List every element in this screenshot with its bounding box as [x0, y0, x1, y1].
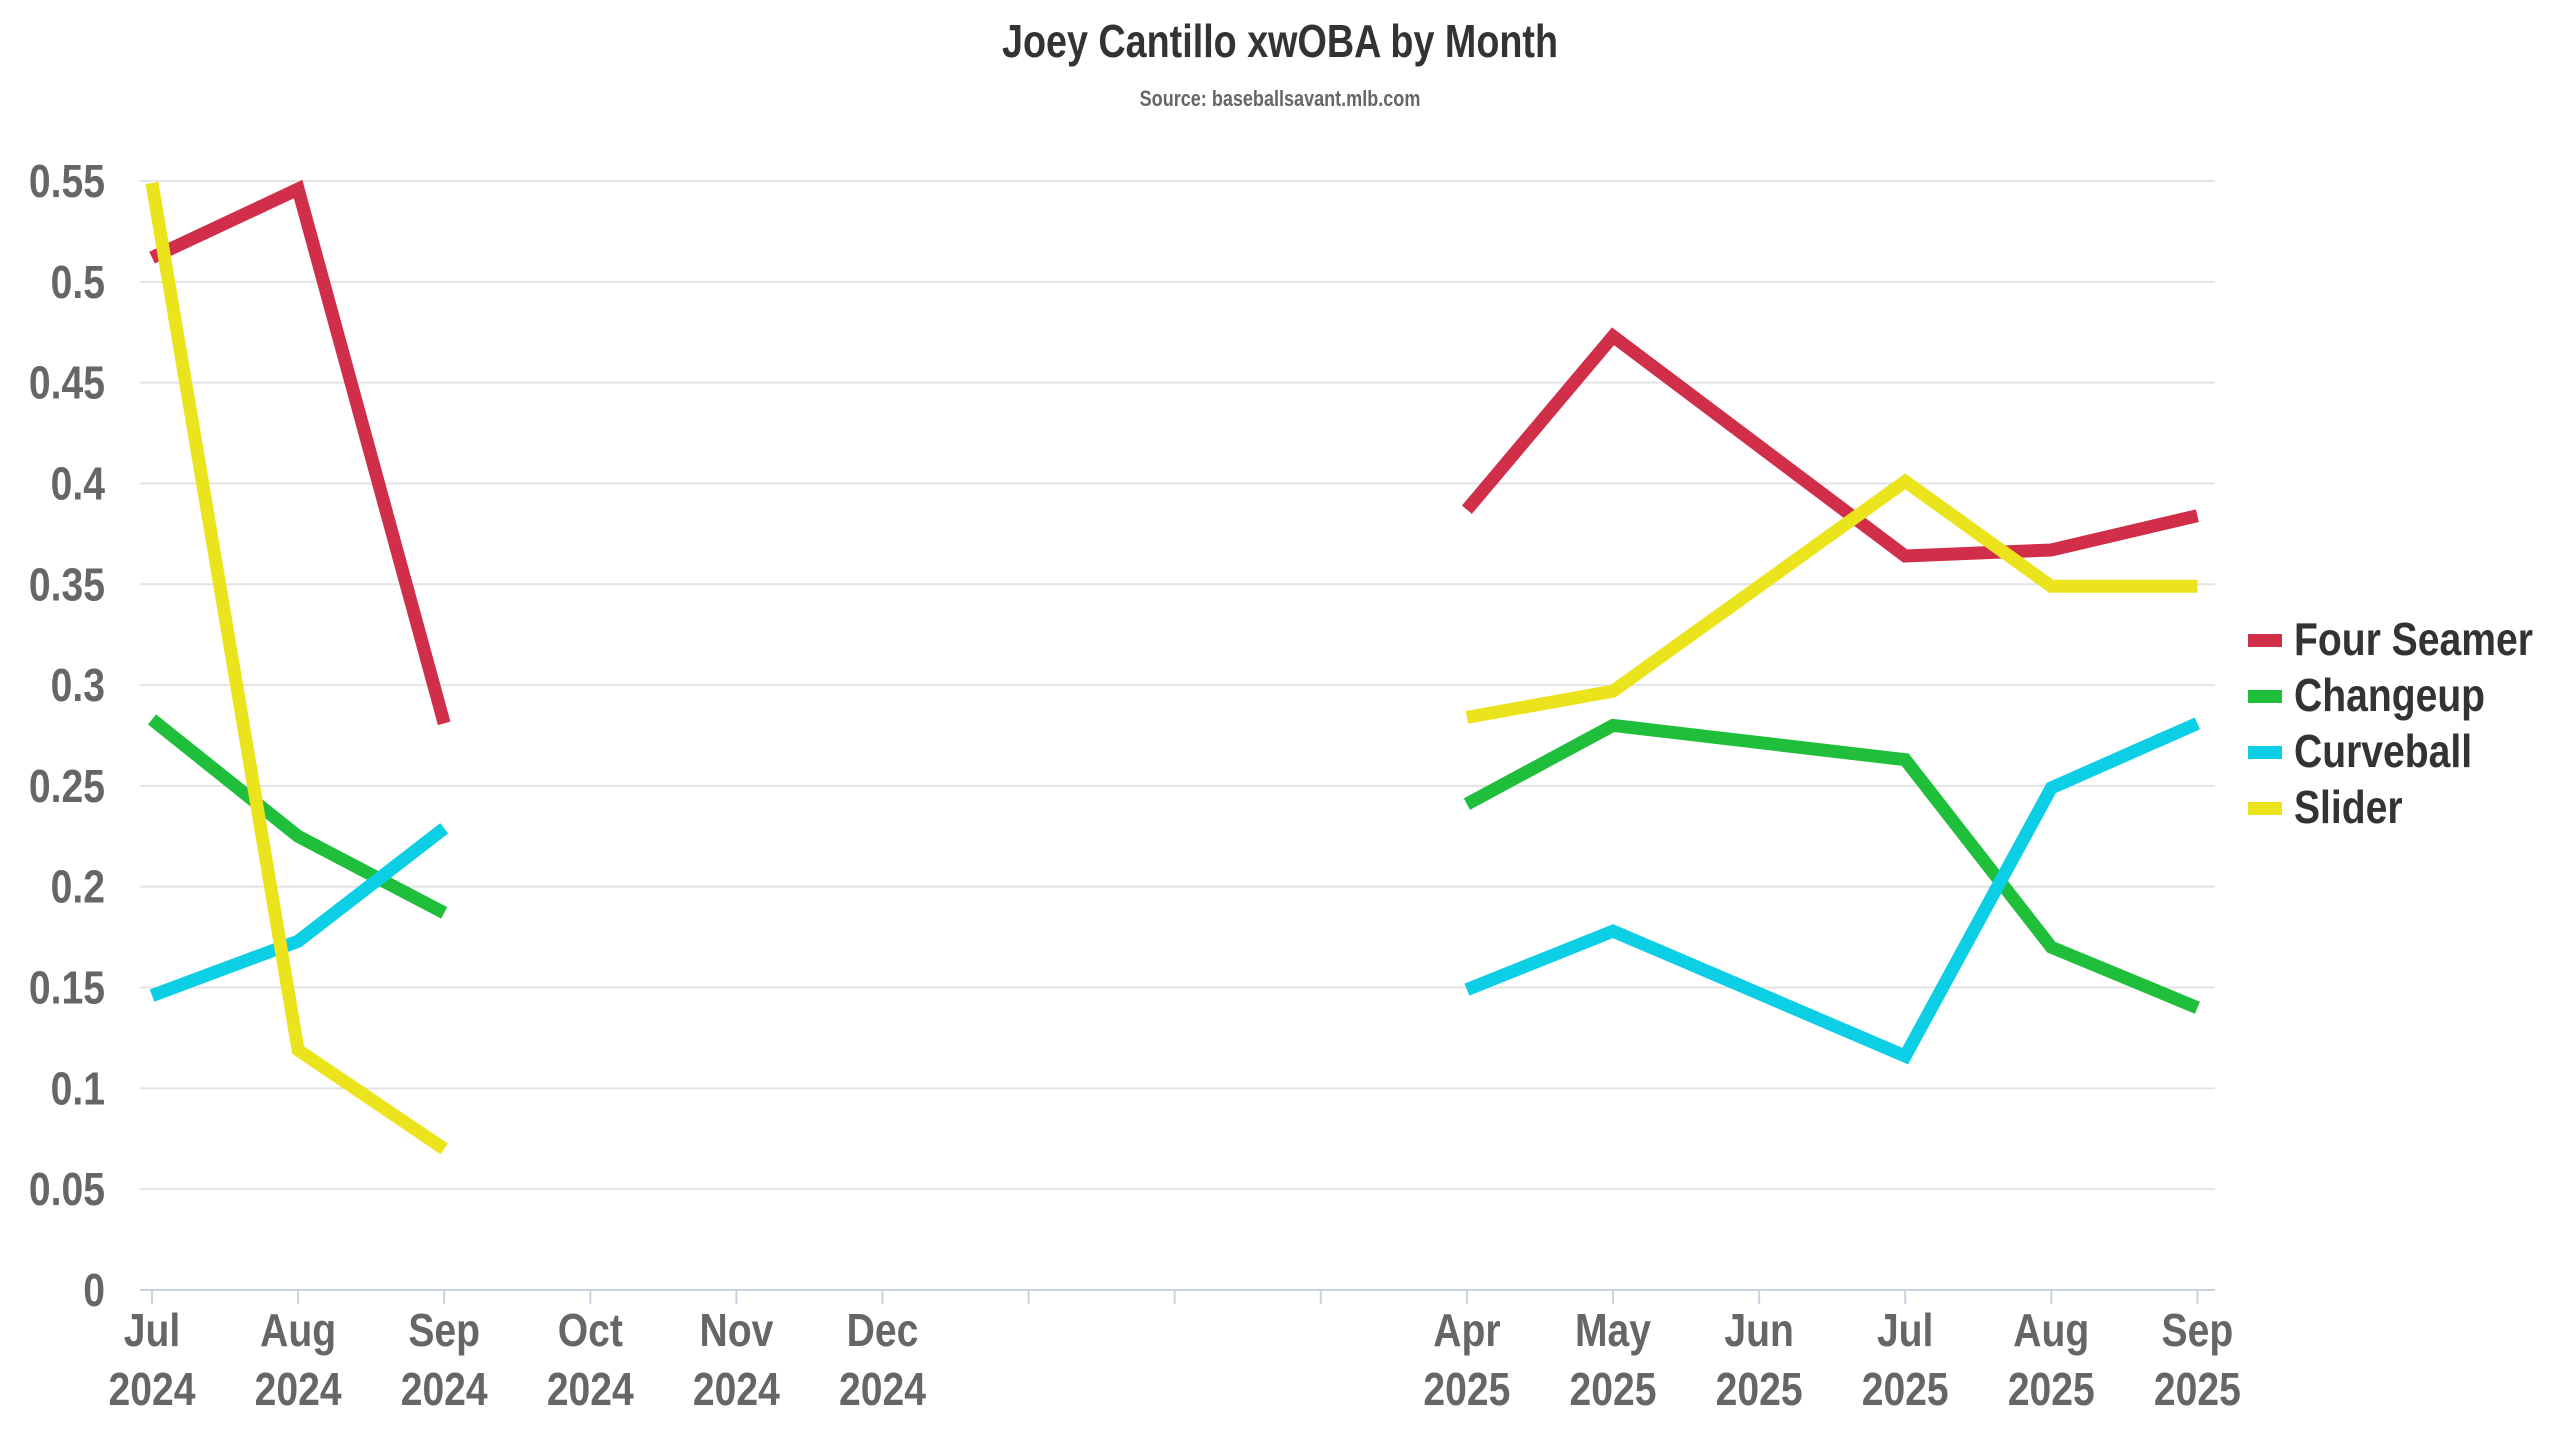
- y-tick-label: 0.5: [51, 257, 105, 309]
- y-tick-label: 0.4: [51, 459, 106, 511]
- legend-swatch-curveball: [2248, 746, 2282, 759]
- y-tick-label: 0.25: [29, 761, 105, 813]
- x-tick-label-year: 2025: [1570, 1364, 1657, 1416]
- x-tick-label-month: Dec: [847, 1305, 919, 1357]
- x-tick-label-year: 2024: [839, 1364, 926, 1416]
- legend-label-changeup: Changeup: [2294, 670, 2485, 722]
- x-tick-label-year: 2024: [109, 1364, 196, 1416]
- x-tick-label-month: Aug: [2013, 1305, 2089, 1357]
- legend-swatch-four-seamer: [2248, 634, 2282, 647]
- series-line-curveball: [1464, 717, 2201, 1065]
- y-tick-label: 0.1: [51, 1063, 105, 1115]
- y-tick-label: 0.05: [29, 1164, 105, 1216]
- x-tick-label-month: Sep: [408, 1305, 480, 1357]
- chart-title: Joey Cantillo xwOBA by Month: [1001, 15, 1559, 67]
- legend-label-four-seamer: Four Seamer: [2294, 614, 2533, 666]
- x-tick-label-month: Nov: [699, 1305, 773, 1357]
- x-tick-label-month: Jul: [124, 1305, 180, 1357]
- gridlines: [140, 180, 2215, 1191]
- y-tick-label: 0.3: [51, 660, 105, 712]
- x-tick-label-year: 2025: [1716, 1364, 1803, 1416]
- x-tick-label-year: 2025: [1862, 1364, 1949, 1416]
- x-tick-label-month: Oct: [558, 1305, 623, 1357]
- x-tick-label-year: 2025: [2008, 1364, 2095, 1416]
- x-tick-label-month: Aug: [260, 1305, 336, 1357]
- x-tick-label-month: Jun: [1724, 1305, 1793, 1357]
- x-tick-label-year: 2025: [1423, 1364, 1510, 1416]
- legend-swatch-slider: [2248, 802, 2282, 815]
- x-tick-label-year: 2024: [255, 1364, 342, 1416]
- x-tick-label-year: 2024: [547, 1364, 634, 1416]
- series-line-slider: [145, 181, 448, 1155]
- series-line-slider: [1465, 473, 2198, 724]
- x-tick-label-year: 2025: [2154, 1364, 2241, 1416]
- x-axis-tick-labels: Jul 2024 Aug 2024 Sep 2024 Oct 2024 Nov 2024 Dec 20…: [109, 1305, 2241, 1416]
- series-line-curveball: [149, 823, 449, 1002]
- series-line-changeup: [147, 714, 448, 919]
- y-tick-label: 0.2: [51, 862, 105, 914]
- x-tick-label-month: Sep: [2162, 1305, 2234, 1357]
- x-tick-label-year: 2024: [693, 1364, 780, 1416]
- legend-label-slider: Slider: [2294, 782, 2403, 834]
- x-axis: [140, 1289, 2215, 1304]
- y-tick-label: 0.55: [29, 156, 105, 208]
- y-tick-label: 0.35: [29, 559, 105, 611]
- legend-swatch-changeup: [2248, 690, 2282, 703]
- y-tick-label: 0: [83, 1265, 105, 1317]
- series-line-changeup: [1463, 718, 2200, 1014]
- chart-subtitle: Source: baseballsavant.mlb.com: [1139, 86, 1421, 111]
- x-tick-label-month: Apr: [1433, 1305, 1500, 1357]
- x-tick-label-month: Jul: [1877, 1305, 1933, 1357]
- y-tick-label: 0.45: [29, 358, 105, 410]
- y-tick-label: 0.15: [29, 963, 105, 1015]
- x-tick-label-year: 2024: [401, 1364, 488, 1416]
- series-line-four-seamer: [149, 179, 451, 726]
- series-line-four-seamer: [1461, 327, 2199, 563]
- legend-label-curveball: Curveball: [2294, 726, 2472, 778]
- series-lines: [145, 179, 2201, 1155]
- x-tick-label-month: May: [1575, 1305, 1651, 1357]
- y-axis-tick-labels: 0 0.05 0.1 0.15 0.2 0.25 0.3 0.35 0.4 0.45 0.5 0.55: [29, 156, 105, 1317]
